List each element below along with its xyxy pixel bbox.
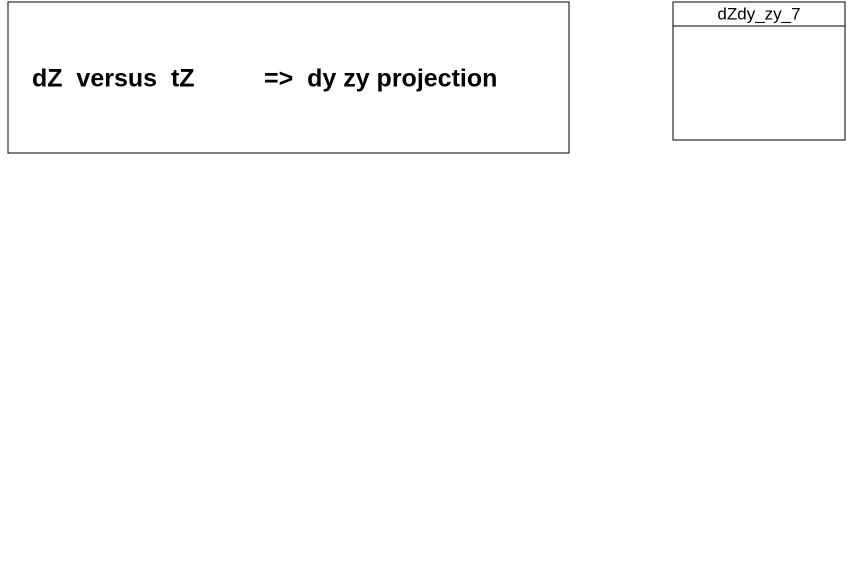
- stats-title: dZdy_zy_7: [717, 4, 800, 23]
- chart-title: dZ versus tZ => dy zy projection: [32, 65, 497, 93]
- title-box: [7, 1, 570, 154]
- overlays: dZ versus tZ => dy zy projection dZdy_zy…: [7, 1, 846, 154]
- stats-box: [672, 1, 846, 141]
